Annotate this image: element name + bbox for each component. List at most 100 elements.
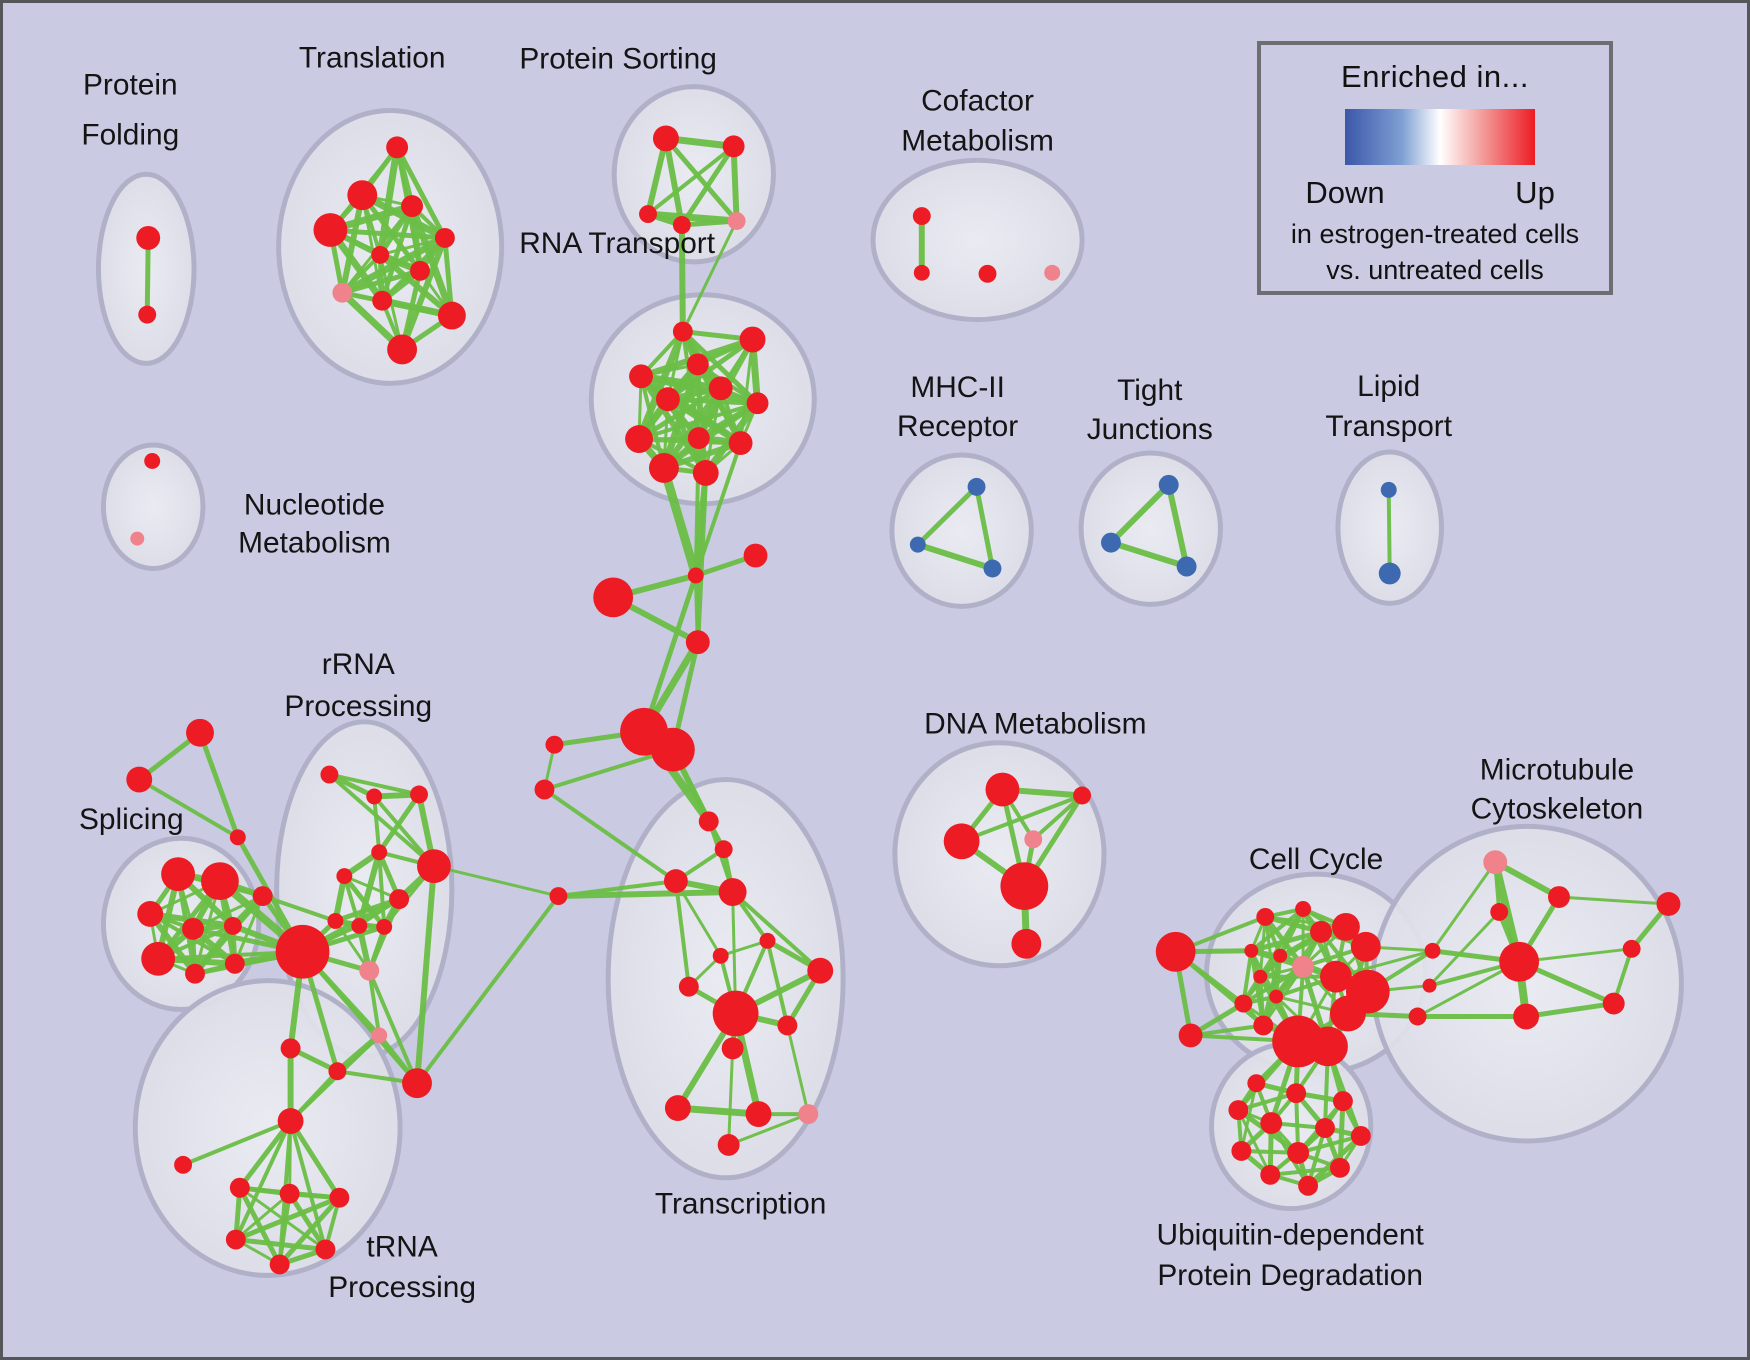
gene-set-node-cell-cycle-8 [1253, 969, 1268, 984]
cluster-label-lipid-transport: Transport [1325, 410, 1452, 443]
gene-set-node-rrna-processing-13 [371, 1027, 388, 1044]
gene-set-node-protein-sorting-3 [672, 216, 691, 234]
network-edge [1236, 1108, 1272, 1177]
legend-box: Enriched in... Down Up in estrogen-treat… [1257, 41, 1613, 295]
network-edge [237, 1185, 283, 1267]
network-link-edge [555, 889, 736, 900]
gene-set-node-rna-transport-10 [649, 453, 679, 483]
cluster-label-nucleotide-metabolism: Metabolism [238, 526, 391, 559]
network-edge [1249, 906, 1306, 953]
gene-set-node-translation-4 [434, 228, 455, 248]
gene-set-node-nucleotide-metabolism-0 [144, 453, 161, 469]
gene-set-node-trna-processing-4 [225, 1229, 246, 1250]
gene-set-node-central-chain-6 [545, 735, 564, 754]
gene-set-node-cofactor-metabolism-0 [912, 207, 931, 226]
cluster-label-dna-metabolism: DNA Metabolism [924, 708, 1146, 741]
gene-set-node-microtubule-cytoskeleton-0 [1483, 850, 1508, 875]
gene-set-node-rrna-processing-3 [371, 844, 388, 861]
network-edge [339, 268, 423, 296]
gene-set-node-transcription-4 [712, 947, 729, 964]
network-edge [727, 1112, 810, 1147]
network-edge [959, 793, 1085, 844]
cluster-label-microtubule-cytoskeleton: Microtubule [1480, 753, 1634, 786]
gene-set-node-mhc-ii-receptor-0 [967, 477, 986, 496]
legend-subtitle-line2: vs. untreated cells [1326, 255, 1544, 285]
network-link-edge [695, 470, 709, 645]
gene-set-node-rrna-processing-0 [320, 765, 339, 784]
gene-set-node-translation-1 [347, 180, 378, 211]
cluster-ellipse-trna-processing [132, 978, 403, 1278]
network-edge [288, 1118, 342, 1201]
gene-set-node-rna-transport-8 [687, 427, 710, 450]
legend-title: Enriched in... [1341, 59, 1529, 94]
network-edge [719, 939, 769, 958]
network-link-edge [260, 894, 338, 923]
cluster-ellipse-tight-junctions [1078, 450, 1223, 607]
network-edge [1523, 1001, 1617, 1019]
gene-set-node-rrna-processing-6 [389, 889, 410, 909]
gene-set-node-ubiquitin-10 [1298, 1175, 1319, 1196]
network-link-edge [678, 222, 686, 335]
gene-set-node-rna-transport-4 [708, 376, 733, 401]
network-edge [641, 572, 699, 735]
gene-set-node-rna-transport-6 [746, 392, 769, 415]
network-edge [1268, 1165, 1342, 1177]
gene-set-node-trna-processing-0 [277, 1108, 304, 1134]
gene-set-node-rrna-processing-14 [328, 1062, 347, 1081]
gene-set-node-central-chain-0 [687, 567, 704, 584]
gene-set-node-dna-metabolism-0 [985, 772, 1020, 807]
gene-set-node-rrna-processing-10 [275, 924, 330, 979]
cluster-label-cofactor-metabolism: Metabolism [901, 124, 1054, 157]
gene-set-node-rrna-processing-16 [186, 718, 214, 747]
gene-set-node-cell-cycle-2 [1310, 920, 1332, 943]
gene-set-node-rna-transport-5 [655, 387, 680, 412]
gene-set-node-rrna-processing-15 [280, 1038, 301, 1059]
cluster-label-translation: Translation [299, 42, 446, 75]
gene-set-node-cofactor-metabolism-2 [978, 264, 997, 283]
gene-set-node-rrna-processing-4 [336, 868, 353, 885]
network-edge [663, 135, 740, 224]
gene-set-node-mhc-ii-receptor-1 [909, 536, 926, 553]
network-canvas: Protein Folding Translation Protein Sorting… [79, 42, 1684, 1304]
gene-set-node-rna-transport-9 [728, 431, 753, 455]
gene-set-node-mhc-ii-receptor-2 [983, 559, 1002, 578]
gene-set-node-splicing-5 [252, 886, 273, 906]
network-edge [394, 144, 448, 241]
gene-set-node-rrna-processing-11 [359, 960, 380, 981]
gene-set-node-ubiquitin-3 [1228, 1100, 1249, 1121]
gene-set-node-trna-processing-2 [279, 1183, 300, 1204]
network-edge [785, 1023, 810, 1116]
network-edge [372, 794, 382, 855]
gene-set-node-ubiquitin-11 [1329, 1157, 1350, 1178]
network-edge [665, 337, 756, 402]
gene-set-node-transcription-12 [745, 1101, 772, 1128]
gene-set-node-trna-processing-5 [315, 1239, 336, 1260]
gene-set-node-transcription-9 [777, 1015, 798, 1036]
network-edge [765, 938, 790, 1028]
network-edge [645, 135, 669, 218]
gene-set-node-translation-9 [437, 301, 466, 330]
network-edge [1236, 1091, 1299, 1113]
gene-set-node-protein-folding-0 [136, 226, 161, 250]
gene-set-node-dna-metabolism-1 [943, 823, 980, 860]
gene-set-node-microtubule-cytoskeleton-6 [1656, 892, 1681, 916]
gene-set-node-central-chain-3 [685, 630, 710, 655]
gene-set-node-splicing-0 [161, 857, 196, 892]
gene-set-node-bridge-2 [1408, 1007, 1427, 1026]
cluster-label-ubiquitin: Protein Degradation [1157, 1259, 1423, 1292]
gene-set-node-bridge-1 [1422, 978, 1437, 993]
network-edge [327, 772, 422, 797]
cluster-label-tight-junctions: Tight [1117, 374, 1183, 407]
gene-set-node-ubiquitin-1 [1286, 1083, 1307, 1104]
gene-set-node-rna-transport-3 [629, 364, 653, 389]
gene-set-node-transcription-7 [678, 976, 699, 997]
network-nodes [126, 125, 1681, 1275]
gene-set-node-rrna-processing-2 [410, 785, 428, 804]
cluster-label-transcription: Transcription [655, 1188, 826, 1221]
network-link-edge [181, 1119, 293, 1167]
gene-set-node-transcription-3 [718, 878, 747, 906]
gene-set-node-dna-metabolism-4 [1000, 862, 1049, 910]
cluster-label-ubiquitin: Ubiquitin-dependent [1157, 1218, 1425, 1251]
network-edge [1241, 964, 1306, 1006]
